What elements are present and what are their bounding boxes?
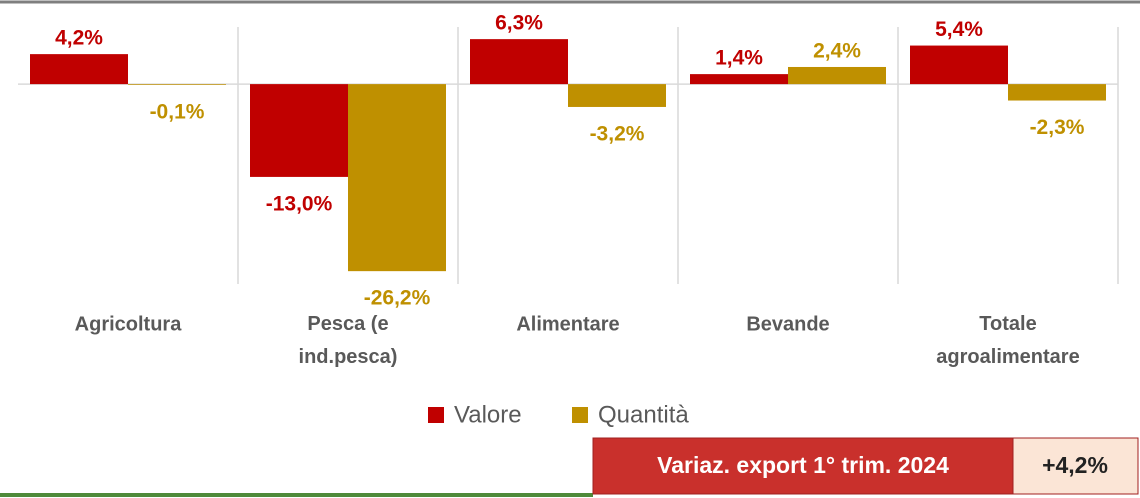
summary-value: +4,2% <box>1042 452 1108 478</box>
value-label: 2,4% <box>813 40 861 63</box>
summary-label: Variaz. export 1° trim. 2024 <box>657 452 949 478</box>
legend-label: Quantità <box>598 401 689 428</box>
bar <box>690 74 788 85</box>
bar <box>128 84 226 85</box>
summary-value-box <box>1012 437 1139 495</box>
bar <box>250 84 348 177</box>
bar <box>910 45 1008 85</box>
value-label: -2,3% <box>1030 116 1085 139</box>
bar <box>30 54 128 85</box>
bar <box>1008 84 1106 101</box>
value-label: 6,3% <box>495 12 543 35</box>
x-tick-label: Agricoltura <box>75 313 183 335</box>
legend-swatch <box>428 407 444 423</box>
value-label: -13,0% <box>266 192 333 215</box>
value-label: 4,2% <box>55 27 103 50</box>
value-label: -3,2% <box>590 123 645 146</box>
value-label: -0,1% <box>150 100 205 123</box>
bar <box>348 84 446 272</box>
x-tick-label: Totale agroalimentare <box>936 313 1079 368</box>
value-label: 5,4% <box>935 18 983 41</box>
legend-swatch <box>572 407 588 423</box>
bar <box>788 66 886 85</box>
legend-label: Valore <box>454 401 522 428</box>
x-tick-label: Pesca (e ind.pesca) <box>299 313 398 368</box>
bar <box>470 39 568 85</box>
value-label: 1,4% <box>715 47 763 70</box>
x-tick-label: Bevande <box>746 313 829 335</box>
x-tick-label: Alimentare <box>516 313 619 335</box>
value-label: -26,2% <box>364 287 431 310</box>
summary-label-box <box>592 437 1014 495</box>
bar <box>568 84 666 107</box>
